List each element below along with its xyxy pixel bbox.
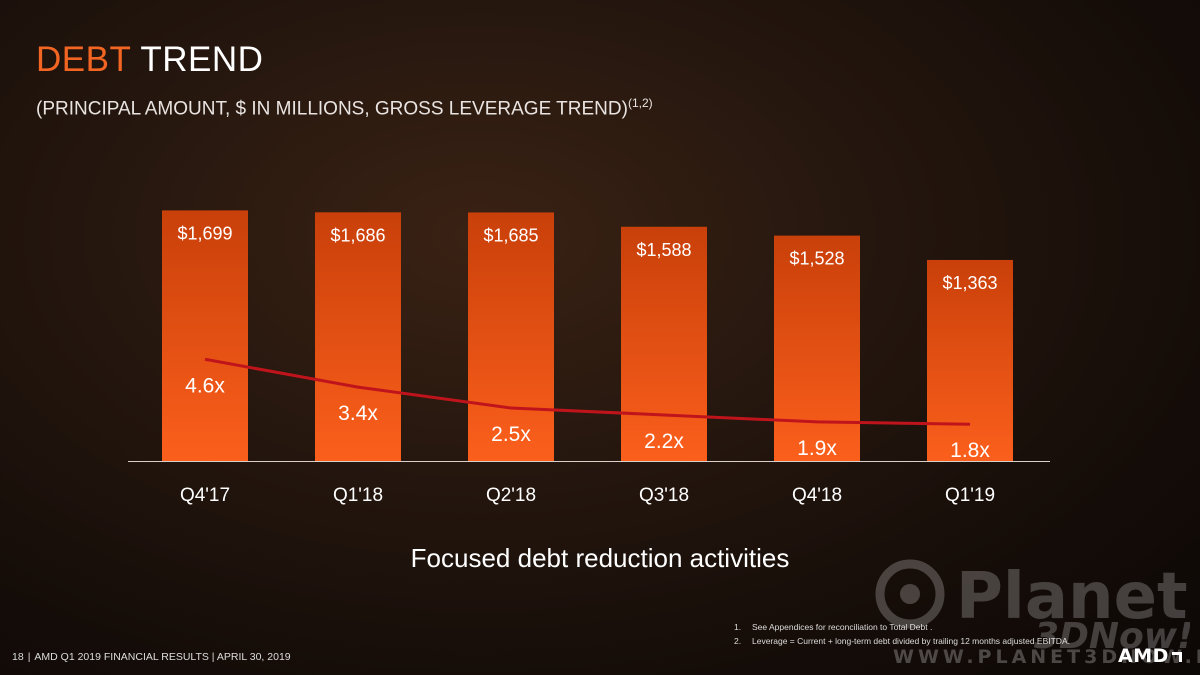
page-number: 18 — [12, 651, 24, 663]
x-axis-tick-label: Q1'19 — [945, 485, 995, 506]
x-axis-tick-label: Q3'18 — [639, 485, 689, 506]
footnote-2: 2. Leverage = Current + long-term debt di… — [734, 634, 1070, 648]
logo-text: AMD — [1118, 645, 1169, 667]
leverage-series — [204, 357, 971, 426]
x-axis-tick-label: Q1'18 — [333, 485, 383, 506]
debt-value-label: $1,588 — [636, 240, 691, 260]
debt-bars — [162, 210, 1013, 461]
debt-bar — [468, 212, 554, 461]
slide-title: DEBT TREND — [36, 40, 263, 80]
footnotes: 1. See Appendices for reconciliation to T… — [734, 620, 1070, 648]
debt-value-label: $1,528 — [789, 249, 844, 269]
x-axis-tick-label: Q2'18 — [486, 485, 536, 506]
debt-bar — [774, 235, 860, 461]
title-rest-word: TREND — [140, 40, 264, 79]
footer-separator: | — [27, 651, 31, 663]
watermark-url: WWW.PLANET3DNOW.DE — [893, 646, 1200, 668]
debt-bar — [927, 259, 1013, 461]
debt-bar — [621, 226, 707, 461]
leverage-value-label: 2.5x — [491, 423, 531, 446]
amd-logo: AMD — [1118, 645, 1182, 667]
debt-value-labels: $1,699 $1,686 $1,685 $1,588 $1,528 $1,363 — [177, 223, 997, 293]
leverage-line — [204, 357, 971, 426]
slide-footer: 18 | AMD Q1 2019 FINANCIAL RESULTS | APRIL… — [12, 651, 291, 663]
x-axis-tick-labels: Q4'17 Q1'18 Q2'18 Q3'18 Q4'18 Q1'19 — [180, 485, 995, 506]
footnote-1: 1. See Appendices for reconciliation to T… — [734, 620, 1070, 634]
footnote-number: 1. — [734, 622, 742, 632]
debt-value-label: $1,699 — [177, 223, 232, 243]
subtitle-footnote-ref: (1,2) — [627, 96, 653, 110]
footnote-text: See Appendices for reconciliation to Tot… — [752, 622, 933, 632]
footnote-number: 2. — [734, 636, 742, 646]
subtitle-text: (PRINCIPAL AMOUNT, $ IN MILLIONS, GROSS … — [36, 98, 628, 120]
debt-value-label: $1,686 — [330, 225, 385, 245]
debt-bar — [315, 212, 401, 461]
x-axis-tick-label: Q4'18 — [792, 485, 842, 506]
leverage-value-label: 1.8x — [950, 439, 990, 462]
slide-subtitle: (PRINCIPAL AMOUNT, $ IN MILLIONS, GROSS … — [36, 96, 653, 120]
leverage-value-label: 1.9x — [797, 437, 837, 460]
title-accent-word: DEBT — [36, 40, 131, 79]
footer-text: AMD Q1 2019 FINANCIAL RESULTS | APRIL 30… — [34, 651, 291, 663]
leverage-value-label: 3.4x — [338, 402, 378, 425]
leverage-value-labels: 4.6x 3.4x 2.5x 2.2x 1.9x 1.8x — [185, 374, 990, 462]
footnote-text: Leverage = Current + long-term debt divi… — [752, 636, 1070, 646]
x-axis-tick-label: Q4'17 — [180, 485, 230, 506]
chart-caption: Focused debt reduction activities — [410, 543, 790, 573]
debt-value-label: $1,685 — [483, 225, 538, 245]
leverage-value-label: 4.6x — [185, 374, 225, 397]
debt-bar — [162, 210, 248, 461]
amd-arrow-icon — [1171, 652, 1182, 662]
debt-value-label: $1,363 — [942, 273, 997, 293]
leverage-value-label: 2.2x — [644, 430, 684, 453]
